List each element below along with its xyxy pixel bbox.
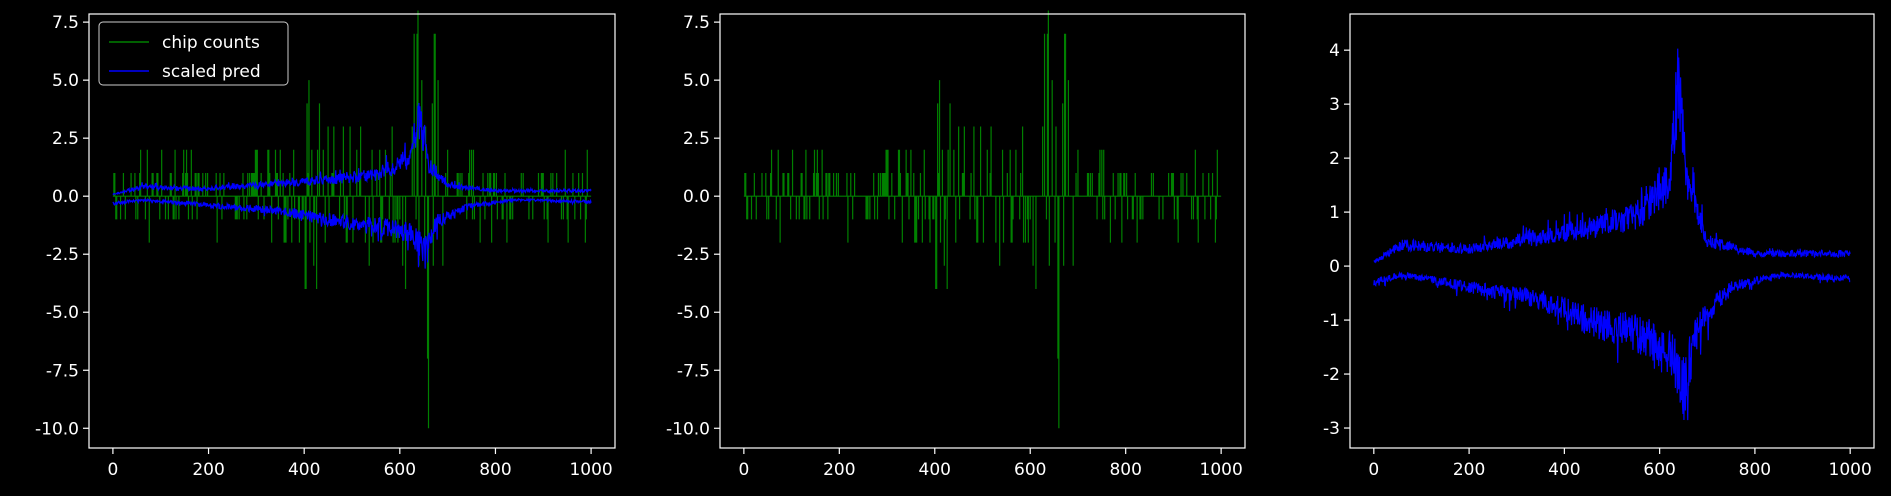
axes-frame (719, 13, 1246, 449)
legend-box (98, 21, 289, 86)
y-tick-label: 2 (1329, 149, 1340, 169)
y-tick-label: -10.0 (666, 419, 710, 439)
x-tick-label: 0 (107, 460, 118, 480)
legend-label: chip counts (162, 33, 260, 53)
x-tick-label: 200 (1453, 460, 1485, 480)
y-tick-label: 2.5 (52, 129, 79, 149)
y-tick-label: 2.5 (683, 129, 710, 149)
y-tick-label: -10.0 (35, 419, 79, 439)
x-tick-label: 800 (1739, 460, 1771, 480)
y-tick-label: -2.5 (46, 245, 79, 265)
series-line-counts (743, 10, 1222, 429)
x-tick-label: 1000 (1829, 460, 1872, 480)
y-tick-label: 3 (1329, 95, 1340, 115)
x-tick-label: 600 (1014, 460, 1046, 480)
x-tick-label: 600 (1643, 460, 1675, 480)
y-tick-label: -2.5 (677, 245, 710, 265)
chart-panel-2: 0 200 400 600 800 1000 -10.0 -7.5 -5.0 -2.5 0.0 2.5… (666, 10, 1246, 480)
y-tick-label: -7.5 (677, 361, 710, 381)
y-tick-label: -7.5 (46, 361, 79, 381)
x-tick-label: 200 (823, 460, 855, 480)
series-line-lower (112, 197, 592, 269)
y-tick-label: 0 (1329, 257, 1340, 277)
x-tick-label: 200 (192, 460, 224, 480)
x-tick-label: 800 (1109, 460, 1141, 480)
series-1 (743, 10, 1222, 429)
axes-frame (1349, 13, 1875, 449)
x-tick-label: 600 (384, 460, 416, 480)
axes-frame (88, 13, 616, 449)
y-tick-label: 5.0 (52, 71, 79, 91)
series-line-upper (112, 102, 592, 196)
chart-panel-1: 0 200 400 600 800 1000 -10.0 -7.5 -5.0 -2.5 0.0 2.5… (35, 10, 616, 480)
x-tick-label: 400 (919, 460, 951, 480)
y-tick-label: 7.5 (52, 13, 79, 33)
series-line-upper (1373, 48, 1851, 264)
series-2 (112, 102, 592, 269)
y-tick-label: -3 (1323, 419, 1340, 439)
chart-panel-3: 0 200 400 600 800 1000 -3 -2 -1 0 1 2 3 4 (1323, 13, 1875, 480)
y-tick-label: 4 (1329, 41, 1340, 61)
x-tick-label: 1000 (569, 460, 612, 480)
x-tick-label: 800 (479, 460, 511, 480)
y-tick-label: 1 (1329, 203, 1340, 223)
x-tick-label: 0 (1368, 460, 1379, 480)
x-tick-label: 1000 (1200, 460, 1243, 480)
legend-label: scaled pred (162, 62, 261, 82)
series-line-lower (1373, 270, 1851, 421)
y-tick-label: -5.0 (677, 303, 710, 323)
y-tick-label: 0.0 (683, 187, 710, 207)
series-1 (1373, 48, 1851, 421)
x-tick-label: 0 (738, 460, 749, 480)
x-tick-label: 400 (288, 460, 320, 480)
y-tick-label: -2 (1323, 365, 1340, 385)
x-tick-label: 400 (1548, 460, 1580, 480)
y-tick-label: 7.5 (683, 13, 710, 33)
legend: chip counts scaled pred (98, 21, 289, 86)
y-tick-label: 5.0 (683, 71, 710, 91)
y-tick-label: -5.0 (46, 303, 79, 323)
y-tick-label: -1 (1323, 311, 1340, 331)
y-tick-label: 0.0 (52, 187, 79, 207)
